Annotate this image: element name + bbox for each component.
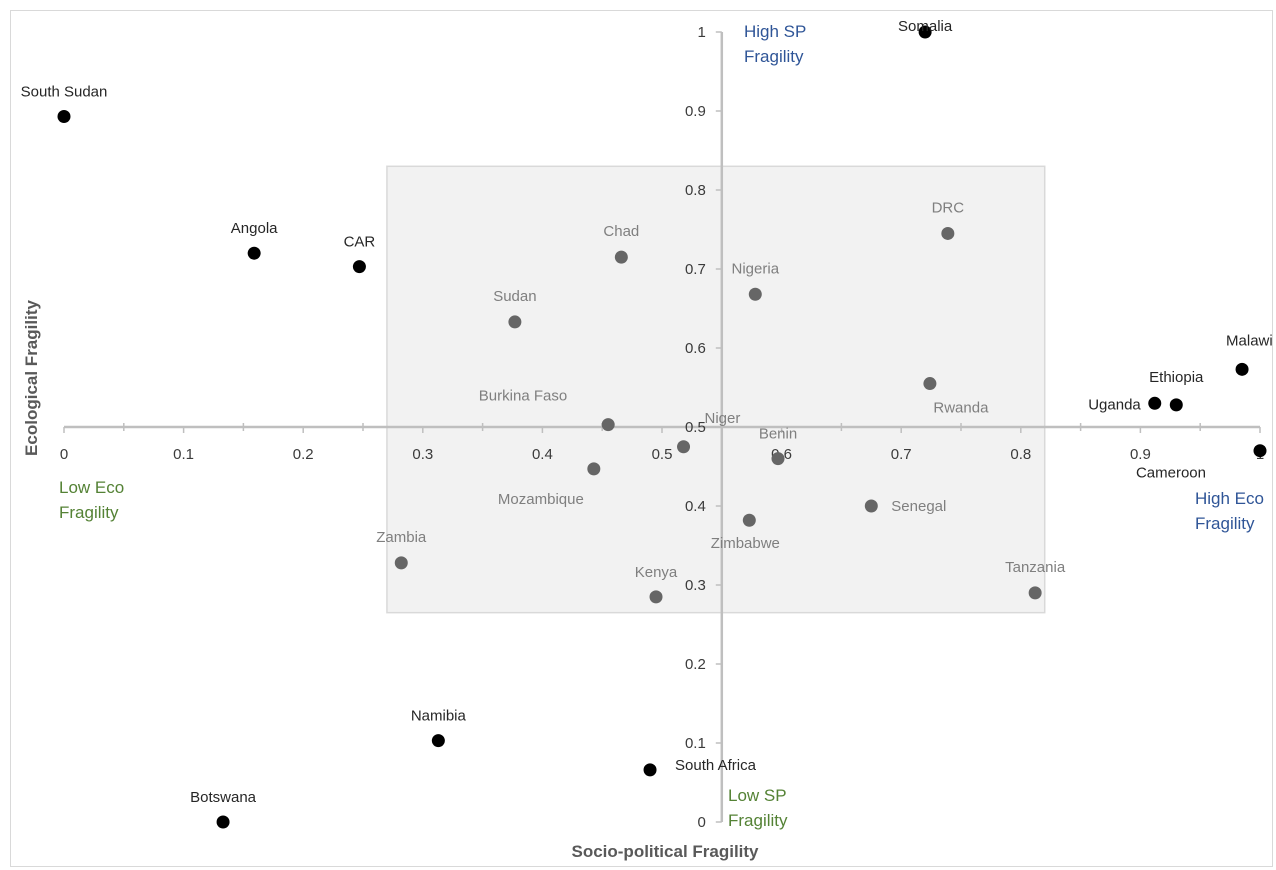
point-niger — [677, 440, 691, 454]
point-kenya — [649, 590, 663, 604]
low-sp-annotation-line1: Low SP — [728, 786, 787, 805]
y-axis-title: Ecological Fragility — [22, 300, 41, 456]
point-label-zambia: Zambia — [376, 529, 427, 546]
point-ethiopia — [1169, 398, 1183, 412]
point-drc — [941, 226, 955, 240]
y-tick-label: 0.8 — [685, 182, 706, 199]
point-sudan — [508, 315, 522, 329]
x-tick-label: 0.7 — [891, 446, 912, 463]
axes — [63, 31, 1261, 823]
y-tick-label: 0.2 — [685, 656, 706, 673]
x-tick-label: 0.9 — [1130, 446, 1151, 463]
point-label-botswana: Botswana — [190, 789, 257, 806]
x-tick-label: 0.5 — [652, 446, 673, 463]
tick-labels: 0 0.1 0.2 0.3 0.4 0.5 0.6 0.7 0.8 0.9 1 0 0.1 0.2 0.3 0… — [60, 24, 1264, 831]
highlight-region — [386, 165, 1046, 614]
y-tick-label: 0.5 — [685, 419, 706, 436]
y-tick-label: 0.7 — [685, 261, 706, 278]
point-nigeria — [748, 287, 762, 301]
point-namibia — [431, 734, 445, 748]
point-label-cameroon: Cameroon — [1136, 465, 1206, 482]
point-label-niger: Niger — [705, 410, 741, 427]
point-label-senegal: Senegal — [891, 498, 946, 515]
point-south-sudan — [57, 110, 71, 124]
point-mozambique — [587, 462, 601, 476]
point-south-africa — [643, 763, 657, 777]
point-car — [352, 260, 366, 274]
point-label-angola: Angola — [231, 220, 278, 237]
y-tick-label: 0.4 — [685, 498, 706, 515]
point-somalia — [918, 25, 932, 39]
high-sp-annotation-line2: Fragility — [744, 47, 804, 66]
point-label-burkina-faso: Burkina Faso — [479, 388, 567, 405]
point-label-south-africa: South Africa — [675, 757, 757, 774]
x-tick-label: 0.3 — [412, 446, 433, 463]
x-tick-label: 0.8 — [1010, 446, 1031, 463]
x-tick-label: 0.4 — [532, 446, 553, 463]
low-eco-annotation-line1: Low Eco — [59, 478, 124, 497]
point-label-tanzania: Tanzania — [1005, 559, 1066, 576]
point-malawi — [1235, 362, 1249, 376]
point-label-benin: Benin — [759, 426, 797, 443]
point-label-car: CAR — [344, 234, 376, 251]
point-label-somalia: Somalia — [898, 18, 953, 35]
point-label-kenya: Kenya — [635, 564, 678, 581]
point-label-uganda: Uganda — [1088, 396, 1141, 413]
point-label-south-sudan: South Sudan — [21, 84, 108, 101]
y-tick-label: 0.1 — [685, 735, 706, 752]
y-tick-label: 1 — [697, 24, 705, 41]
x-tick-label: 0.1 — [173, 446, 194, 463]
point-label-drc: DRC — [932, 199, 965, 216]
point-senegal — [864, 499, 878, 513]
corner-annotations: High SP Fragility Low SP Fragility Low E… — [59, 22, 1264, 830]
point-label-zimbabwe: Zimbabwe — [711, 535, 780, 552]
y-tick-label: 0.9 — [685, 103, 706, 120]
point-zimbabwe — [742, 513, 756, 527]
point-tanzania — [1028, 586, 1042, 600]
x-axis-title: Socio-political Fragility — [571, 842, 759, 861]
point-rwanda — [923, 377, 937, 391]
point-uganda — [1148, 396, 1162, 410]
low-sp-annotation-line2: Fragility — [728, 811, 788, 830]
high-eco-annotation-line2: Fragility — [1195, 514, 1255, 533]
point-label-namibia: Namibia — [411, 708, 467, 725]
point-label-rwanda: Rwanda — [933, 400, 989, 417]
point-angola — [247, 246, 261, 260]
point-label-ethiopia: Ethiopia — [1149, 369, 1204, 386]
point-chad — [614, 250, 628, 264]
point-label-chad: Chad — [603, 223, 639, 240]
point-label-malawi: Malawi — [1226, 332, 1273, 349]
y-tick-label: 0.3 — [685, 577, 706, 594]
x-tick-label: 0 — [60, 446, 68, 463]
point-benin — [771, 452, 785, 466]
point-cameroon — [1253, 444, 1267, 458]
point-label-nigeria: Nigeria — [732, 260, 780, 277]
point-label-mozambique: Mozambique — [498, 491, 584, 508]
point-burkina-faso — [601, 418, 615, 432]
point-botswana — [216, 815, 230, 829]
point-label-sudan: Sudan — [493, 288, 536, 305]
y-tick-label: 0.6 — [685, 340, 706, 357]
point-zambia — [394, 556, 408, 570]
high-sp-annotation-line1: High SP — [744, 22, 806, 41]
data-points: South Sudan Angola CAR Somalia Malawi Ethiopi… — [21, 18, 1273, 829]
low-eco-annotation-line2: Fragility — [59, 503, 119, 522]
y-tick-label: 0 — [697, 814, 705, 831]
x-tick-label: 0.2 — [293, 446, 314, 463]
high-eco-annotation-line1: High Eco — [1195, 489, 1264, 508]
